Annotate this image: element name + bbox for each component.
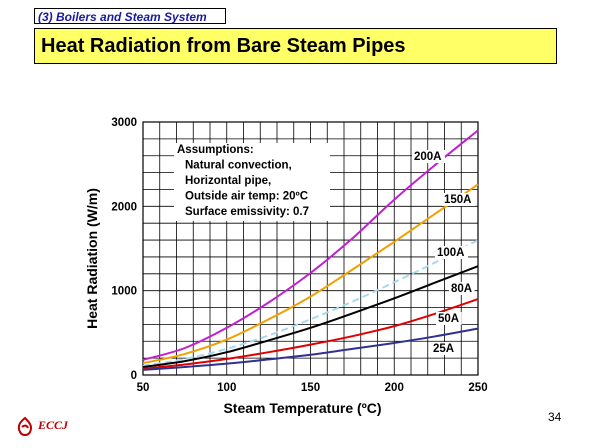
series-label-100a: 100A — [437, 247, 465, 259]
plot-frame — [142, 121, 479, 376]
series-label-80a: 80A — [451, 283, 472, 295]
page-title: Heat Radiation from Bare Steam Pipes — [34, 28, 557, 64]
y-tick-label: 1000 — [111, 286, 137, 298]
x-tick-label: 150 — [301, 382, 320, 394]
series-label-150a: 150A — [444, 194, 472, 206]
series-line-200a — [142, 129, 479, 361]
series-line-50a — [142, 298, 479, 370]
series-label-bg — [442, 193, 475, 206]
section-tag: (3) Boilers and Steam System — [34, 8, 226, 24]
x-axis-label: Steam Temperature (ºC) — [223, 400, 381, 416]
y-tick-label: 2000 — [111, 201, 137, 213]
x-tick-label: 50 — [137, 382, 150, 394]
series-label-bg — [435, 246, 468, 259]
logo-icon — [17, 416, 33, 436]
annotation-box — [174, 143, 330, 221]
series-label-bg — [412, 150, 445, 163]
series-label-50a: 50A — [438, 313, 459, 325]
eccj-logo: ECCJ — [14, 414, 94, 440]
series-label-bg — [436, 312, 462, 325]
annotation-line: Surface emissivity: 0.7 — [185, 206, 309, 218]
x-tick-label: 200 — [385, 382, 404, 394]
y-tick-label: 3000 — [111, 117, 137, 129]
series-label-bg — [449, 282, 475, 295]
series-line-25a — [142, 327, 479, 371]
series-line-150a — [142, 183, 479, 365]
series-line-80a — [142, 265, 479, 368]
page-number: 34 — [548, 410, 562, 424]
x-tick-label: 100 — [217, 382, 236, 394]
annotation-line: Outside air temp: 20ºC — [185, 191, 308, 203]
series-label-200a: 200A — [414, 151, 442, 163]
x-tick-label: 250 — [468, 382, 487, 394]
annotation-line: Assumptions: — [177, 144, 254, 156]
y-axis-label: Heat Radiation (W/m) — [84, 188, 100, 329]
annotation-line: Horizontal pipe, — [185, 175, 271, 187]
series-label-bg — [431, 342, 457, 355]
logo-text: ECCJ — [38, 418, 69, 432]
series-line-100a — [142, 239, 479, 367]
series-label-25a: 25A — [433, 343, 454, 355]
annotation-line: Natural convection, — [185, 160, 292, 172]
y-tick-label: 0 — [131, 370, 137, 382]
